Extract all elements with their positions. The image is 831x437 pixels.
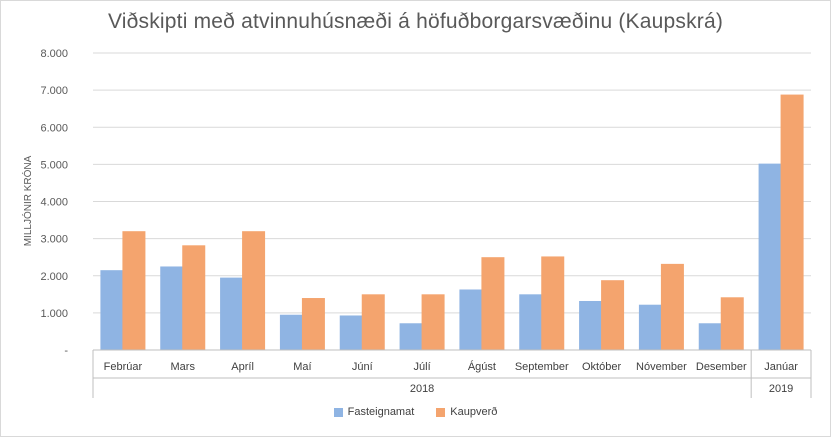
y-tick-label: 7.000 (40, 85, 68, 97)
x-tick-label-juni: Júní (352, 361, 373, 373)
bar-fasteignamat-november (638, 304, 662, 350)
x-tick-label-februar: Febrúar (104, 361, 143, 373)
x-tick-label-september: September (515, 361, 569, 373)
bar-kaupverd-mai (301, 298, 325, 350)
x-tick-label-april: Apríl (231, 361, 254, 373)
bar-fasteignamat-april (220, 277, 244, 350)
group-label-2019: 2019 (769, 383, 793, 395)
x-tick-label-november: Nóvember (636, 361, 687, 373)
x-tick-label-juli: Júlí (414, 361, 431, 373)
legend-swatch-fasteignamat (333, 407, 343, 417)
x-tick-label-agust: Ágúst (468, 360, 496, 373)
chart-title: Viðskipti með atvinnuhúsnæði á höfuðborg… (107, 10, 724, 33)
legend-item-fasteignamat: Fasteignamat (333, 406, 415, 418)
group-label-2018: 2018 (410, 383, 434, 395)
x-tick-label-mai: Maí (293, 361, 311, 373)
legend-swatch-kaupverd (436, 407, 446, 417)
bar-kaupverd-juli (421, 294, 445, 350)
legend-label-kaupverd: Kaupverð (450, 406, 498, 418)
y-tick-label: 1.000 (40, 308, 68, 320)
bar-kaupverd-januar (780, 94, 804, 350)
bar-kaupverd-september (541, 256, 565, 350)
bar-kaupverd-agust (481, 257, 505, 350)
bar-kaupverd-mars (182, 245, 206, 350)
bar-fasteignamat-januar (758, 163, 782, 350)
y-tick-label: 6.000 (40, 122, 68, 134)
y-tick-label: 3.000 (40, 234, 68, 246)
legend-item-kaupverd: Kaupverð (436, 406, 497, 418)
bar-kaupverd-april (242, 231, 266, 350)
bar-fasteignamat-oktober (579, 300, 603, 350)
y-tick-label: - (64, 345, 68, 357)
x-tick-label-desember: Desember (696, 361, 747, 373)
y-tick-label: 5.000 (40, 159, 68, 171)
legend: Fasteignamat Kaupverð (0, 406, 831, 418)
bar-fasteignamat-juli (399, 323, 423, 350)
x-tick-label-oktober: Október (582, 361, 621, 373)
bar-kaupverd-oktober (601, 280, 625, 350)
bar-kaupverd-desember (720, 297, 744, 350)
bar-fasteignamat-mars (160, 266, 184, 350)
x-tick-label-januar: Janúar (764, 361, 798, 373)
bar-fasteignamat-mai (279, 314, 303, 350)
bar-fasteignamat-desember (698, 323, 722, 350)
bar-fasteignamat-september (519, 294, 543, 350)
bar-fasteignamat-februar (100, 270, 124, 350)
bar-kaupverd-juni (361, 294, 385, 350)
legend-label-fasteignamat: Fasteignamat (347, 406, 415, 418)
y-tick-label: 8.000 (40, 48, 68, 60)
bar-fasteignamat-agust (459, 289, 483, 350)
bar-kaupverd-november (660, 263, 684, 350)
y-tick-label: 4.000 (40, 197, 68, 209)
y-tick-label: 2.000 (40, 271, 68, 283)
x-tick-label-mars: Mars (171, 361, 196, 373)
bar-kaupverd-februar (122, 231, 146, 350)
y-axis-title: MILLJÓNIR KRÓNA (21, 155, 34, 246)
bar-fasteignamat-juni (339, 315, 363, 350)
